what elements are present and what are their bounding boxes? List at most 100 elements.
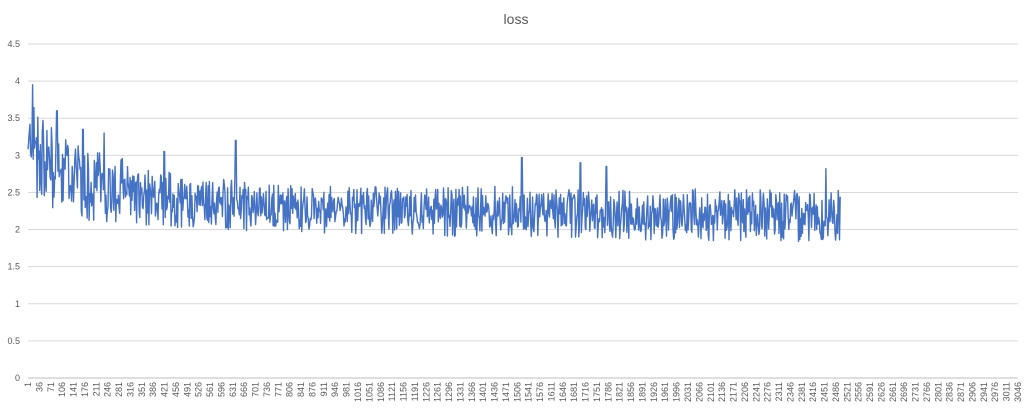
x-tick-label: 1 bbox=[23, 382, 33, 387]
x-tick-label: 1576 bbox=[535, 382, 545, 402]
x-tick-label: 1156 bbox=[399, 382, 409, 401]
chart-title: loss bbox=[504, 11, 529, 27]
x-tick-label: 1856 bbox=[626, 382, 636, 402]
x-tick-label: 1541 bbox=[524, 382, 534, 402]
x-tick-label: 1786 bbox=[603, 382, 613, 402]
x-tick-label: 2241 bbox=[751, 382, 761, 402]
x-tick-label: 3011 bbox=[1002, 382, 1012, 401]
x-tick-label: 1331 bbox=[455, 382, 465, 402]
x-tick-label: 2311 bbox=[774, 382, 784, 401]
x-tick-label: 2661 bbox=[888, 382, 898, 402]
x-tick-label: 1121 bbox=[387, 382, 397, 401]
x-tick-label: 2101 bbox=[706, 382, 716, 402]
x-tick-label: 526 bbox=[194, 382, 204, 397]
y-tick-label: 2.5 bbox=[7, 187, 20, 197]
x-tick-label: 1646 bbox=[558, 382, 568, 402]
y-tick-label: 1 bbox=[15, 299, 20, 309]
x-tick-label: 911 bbox=[319, 382, 329, 396]
x-tick-label: 1366 bbox=[467, 382, 477, 402]
y-tick-label: 0 bbox=[15, 373, 20, 383]
x-tick-label: 561 bbox=[205, 382, 215, 397]
x-axis-tick-labels: 1 36 71 106 141 176 211 246 281 316 351 386 421 456 49… bbox=[23, 382, 1023, 402]
x-tick-label: 3046 bbox=[1013, 382, 1023, 402]
x-tick-label: 1716 bbox=[581, 382, 591, 402]
x-tick-label: 2031 bbox=[683, 382, 693, 402]
x-tick-label: 2626 bbox=[876, 382, 886, 402]
x-tick-label: 2871 bbox=[956, 382, 966, 402]
x-tick-label: 246 bbox=[103, 382, 113, 397]
y-axis-tick-labels: 0 0.5 1 1.5 2 2.5 3 3.5 4 4.5 bbox=[7, 39, 20, 383]
x-tick-label: 631 bbox=[228, 382, 238, 397]
x-tick-label: 666 bbox=[239, 382, 249, 397]
y-tick-label: 4 bbox=[15, 76, 20, 86]
x-tick-label: 1751 bbox=[592, 382, 602, 402]
x-tick-label: 1401 bbox=[478, 382, 488, 402]
x-tick-label: 1226 bbox=[421, 382, 431, 402]
x-tick-label: 841 bbox=[296, 382, 306, 397]
x-tick-label: 1681 bbox=[569, 382, 579, 402]
x-tick-label: 2836 bbox=[945, 382, 955, 402]
x-tick-label: 316 bbox=[125, 382, 135, 397]
x-tick-label: 2136 bbox=[717, 382, 727, 402]
x-tick-label: 2416 bbox=[808, 382, 818, 402]
x-tick-label: 106 bbox=[57, 382, 67, 397]
x-tick-label: 2941 bbox=[979, 382, 989, 402]
x-tick-label: 2801 bbox=[933, 382, 943, 402]
x-tick-label: 421 bbox=[160, 382, 170, 397]
x-tick-label: 71 bbox=[46, 382, 56, 392]
x-tick-label: 2486 bbox=[831, 382, 841, 402]
x-tick-label: 281 bbox=[114, 382, 124, 397]
x-tick-label: 1191 bbox=[410, 382, 420, 401]
y-tick-label: 3 bbox=[15, 150, 20, 160]
x-tick-label: 981 bbox=[342, 382, 352, 397]
x-tick-label: 456 bbox=[171, 382, 181, 397]
x-tick-label: 2591 bbox=[865, 382, 875, 402]
y-tick-label: 1.5 bbox=[7, 262, 20, 272]
x-tick-label: 2206 bbox=[740, 382, 750, 402]
x-tick-label: 2766 bbox=[922, 382, 932, 402]
x-tick-label: 806 bbox=[285, 382, 295, 397]
x-tick-label: 36 bbox=[34, 382, 44, 392]
x-tick-label: 1436 bbox=[490, 382, 500, 402]
x-tick-label: 2346 bbox=[785, 382, 795, 402]
x-tick-label: 946 bbox=[330, 382, 340, 397]
x-tick-label: 1891 bbox=[637, 382, 647, 402]
x-tick-label: 1051 bbox=[364, 382, 374, 402]
y-tick-label: 0.5 bbox=[7, 336, 20, 346]
x-tick-label: 351 bbox=[137, 382, 147, 397]
x-tick-label: 2451 bbox=[820, 382, 830, 402]
x-tick-label: 2066 bbox=[694, 382, 704, 402]
x-tick-label: 1261 bbox=[433, 382, 443, 402]
x-tick-label: 386 bbox=[148, 382, 158, 397]
x-tick-label: 1016 bbox=[353, 382, 363, 402]
x-tick-label: 2976 bbox=[990, 382, 1000, 402]
x-tick-label: 1821 bbox=[615, 382, 625, 402]
x-tick-label: 736 bbox=[262, 382, 272, 397]
x-tick-label: 2276 bbox=[763, 382, 773, 402]
y-tick-label: 2 bbox=[15, 225, 20, 235]
loss-series-line bbox=[27, 84, 841, 243]
x-tick-label: 876 bbox=[307, 382, 317, 397]
x-tick-label: 2521 bbox=[842, 382, 852, 402]
x-tick-label: 771 bbox=[273, 382, 283, 397]
x-tick-label: 2171 bbox=[729, 382, 739, 402]
x-tick-label: 2381 bbox=[797, 382, 807, 402]
x-tick-label: 176 bbox=[80, 382, 90, 397]
x-tick-label: 1611 bbox=[546, 382, 556, 401]
x-tick-label: 141 bbox=[69, 382, 79, 397]
y-tick-label: 3.5 bbox=[7, 113, 20, 123]
x-tick-label: 1926 bbox=[649, 382, 659, 402]
x-tick-label: 1296 bbox=[444, 382, 454, 402]
x-tick-label: 211 bbox=[91, 382, 101, 396]
x-tick-label: 596 bbox=[216, 382, 226, 397]
x-tick-label: 1471 bbox=[501, 382, 511, 402]
x-tick-label: 2556 bbox=[854, 382, 864, 402]
x-tick-label: 2696 bbox=[899, 382, 909, 402]
x-tick-label: 1086 bbox=[376, 382, 386, 402]
x-tick-label: 1961 bbox=[660, 382, 670, 402]
x-tick-label: 491 bbox=[182, 382, 192, 397]
x-tick-label: 2906 bbox=[967, 382, 977, 402]
y-tick-label: 4.5 bbox=[7, 39, 20, 49]
x-tick-label: 1506 bbox=[512, 382, 522, 402]
